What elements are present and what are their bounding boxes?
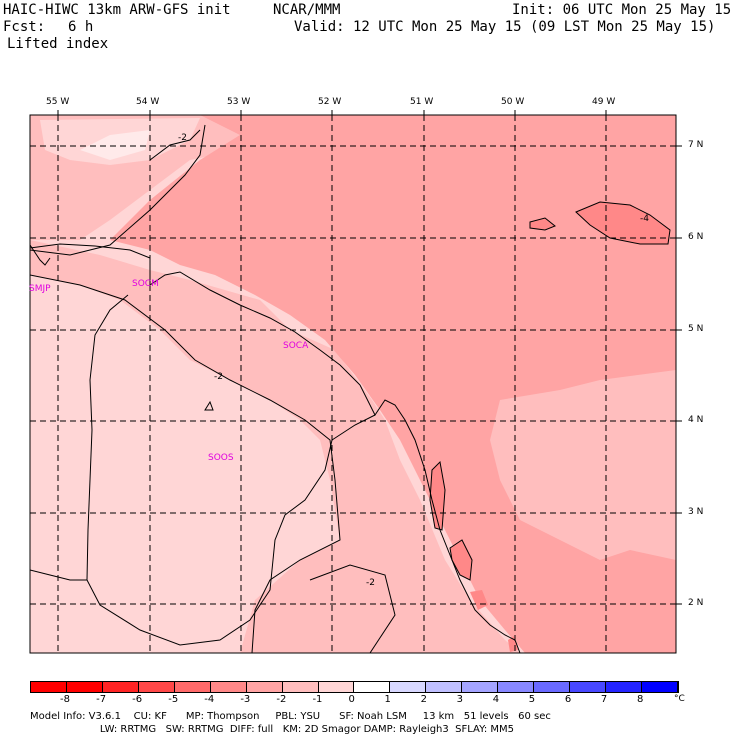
contour-label: -4: [640, 214, 649, 224]
colorbar: [30, 681, 679, 693]
lat-label: 3 N: [688, 507, 704, 517]
lon-label: 49 W: [592, 97, 616, 107]
contour-line: [529, 217, 556, 231]
colorbar-swatch: [426, 682, 463, 692]
colorbar-swatch: [462, 682, 499, 692]
station-label: SOCM: [132, 279, 159, 289]
colorbar-swatch: [210, 682, 247, 692]
shade-east-patch: [490, 370, 676, 560]
lon-label: 54 W: [136, 97, 160, 107]
border: [86, 294, 376, 646]
lon-label: 50 W: [501, 97, 525, 107]
colorbar-swatch: [570, 682, 606, 692]
lat-label: 5 N: [688, 324, 704, 334]
lon-label: 53 W: [227, 97, 251, 107]
colorbar-swatch: [354, 682, 391, 692]
station-label: SOCA: [283, 341, 309, 351]
colorbar-swatch: [534, 682, 571, 692]
colorbar-tick-label: -1: [312, 694, 323, 705]
colorbar-swatch: [498, 682, 535, 692]
colorbar-swatch: [66, 682, 103, 692]
fcst-label: Fcst:: [3, 19, 46, 35]
colorbar-tick-label: 3: [456, 694, 464, 705]
colorbar-ticks: -8 -7 -6 -5 -4 -3 -2 -1 0 1 2 3 4 5 6 7 8: [30, 694, 679, 706]
contour-line: [204, 400, 214, 411]
colorbar-tick-label: 1: [384, 694, 391, 705]
contour-line: [30, 274, 341, 653]
map-frame: [29, 114, 677, 654]
contour-line: [429, 460, 446, 531]
valid-time: Valid: 12 UTC Mon 25 May 15 (09 LST Mon …: [294, 19, 716, 35]
station-label: SMJP: [29, 284, 51, 294]
colorbar-swatch: [246, 682, 283, 692]
colorbar-tick-label: 5: [528, 694, 536, 705]
colorbar-swatch: [390, 682, 427, 692]
model-info-line1: Model Info: V3.6.1 CU: KF MP: Thompson P…: [30, 711, 551, 722]
colorbar-tick-label: 6: [564, 694, 572, 705]
lat-label: 6 N: [688, 232, 704, 242]
colorbar-tick-label: -7: [96, 694, 107, 705]
border: [30, 569, 87, 581]
colorbar-tick-label: -4: [204, 694, 215, 705]
lat-label: 7 N: [688, 140, 704, 150]
model-info-line2: LW: RRTMG SW: RRTMG DIFF: full KM: 2D Sm…: [30, 724, 515, 735]
shade-white-patch: [80, 130, 150, 160]
colorbar-tick-label: -5: [168, 694, 179, 705]
contour-label: -2: [366, 578, 375, 588]
shade-inland: [305, 565, 395, 653]
colorbar-swatch: [138, 682, 175, 692]
colorbar-tick-label: 0: [348, 694, 355, 705]
colorbar-tick-label: 7: [600, 694, 608, 705]
fcst-value: 6 h: [68, 19, 94, 35]
contour-label: -2: [214, 372, 223, 382]
field-name: Lifted index: [7, 36, 109, 52]
colorbar-tick-label: -8: [60, 694, 71, 705]
colorbar-tick-label: 4: [492, 694, 500, 705]
contour-label: -2: [178, 133, 187, 143]
contour-line: [309, 564, 396, 653]
colorbar-swatch: [641, 682, 678, 692]
lat-lon-grid: [30, 115, 676, 653]
lon-label: 55 W: [46, 97, 70, 107]
colorbar-tick-label: -2: [276, 694, 287, 705]
colorbar-unit: °C: [674, 694, 685, 704]
colorbar-swatch: [102, 682, 139, 692]
colorbar-tick-label: 8: [636, 694, 644, 705]
init-time: Init: 06 UTC Mon 25 May 15: [512, 2, 732, 18]
shade-minus4-a: [576, 202, 670, 244]
lat-label: 2 N: [688, 598, 704, 608]
border: [30, 244, 51, 266]
colorbar-tick-label: -6: [132, 694, 143, 705]
lon-label: 51 W: [410, 97, 434, 107]
shade-minus2: [30, 240, 520, 653]
colorbar-swatch: [282, 682, 319, 692]
station-label: SOOS: [208, 453, 234, 463]
colorbar-swatch: [318, 682, 355, 692]
contour-line: [575, 201, 671, 245]
org-label: NCAR/MMM: [273, 2, 341, 18]
colorbar-swatch: [174, 682, 211, 692]
shade-minus4-e: [470, 590, 488, 610]
colorbar-tick-label: -3: [240, 694, 251, 705]
colorbar-swatch: [31, 682, 67, 692]
colorbar-swatch: [606, 682, 642, 692]
axis-ticks: [57, 110, 682, 605]
colorbar-tick-label: 2: [420, 694, 427, 705]
lon-label: 52 W: [318, 97, 342, 107]
lat-label: 4 N: [688, 415, 704, 425]
model-title: HAIC-HIWC 13km ARW-GFS init: [3, 2, 231, 18]
